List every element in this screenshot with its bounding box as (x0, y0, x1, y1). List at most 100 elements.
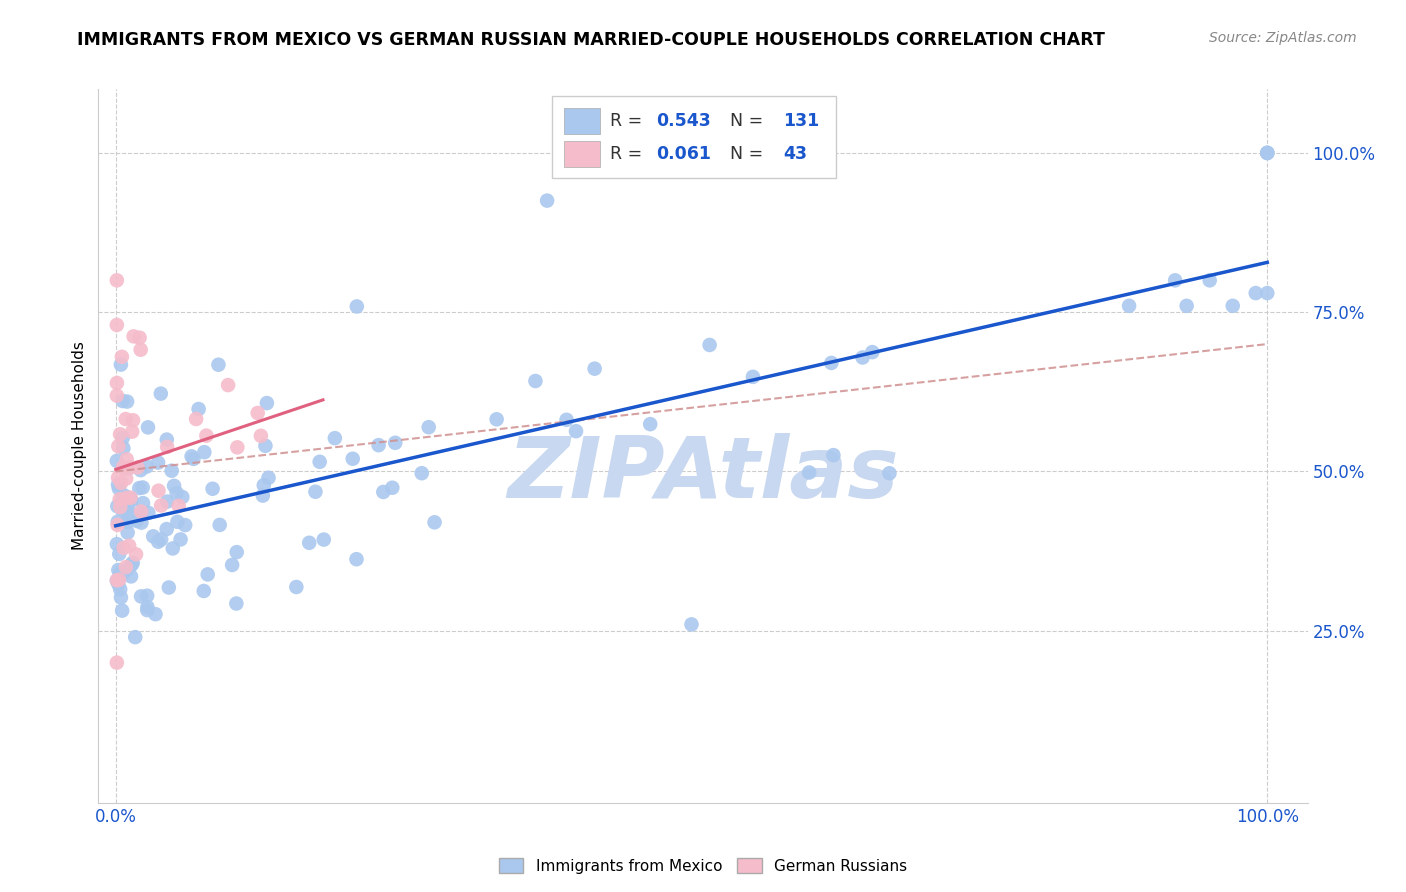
Point (225, 545, 247, 559)
Point (860, 345, 883, 359)
Point (111, 431, 134, 445)
Point (169, 533, 191, 547)
Point (252, 489, 274, 503)
Point (1244, 286, 1267, 301)
Point (346, 552, 368, 566)
Point (138, 506, 160, 520)
Point (115, 452, 138, 467)
Point (117, 461, 139, 475)
Point (217, 378, 239, 392)
Text: R =: R = (610, 145, 648, 163)
Point (135, 459, 157, 474)
Point (107, 563, 129, 577)
Point (122, 413, 145, 427)
Point (208, 517, 231, 532)
Point (115, 394, 138, 409)
Point (125, 508, 148, 522)
Point (125, 547, 148, 561)
Point (555, 413, 578, 427)
Point (201, 482, 224, 496)
Point (565, 424, 588, 438)
Point (160, 464, 183, 478)
Point (129, 504, 152, 518)
Point (163, 479, 186, 493)
Point (381, 481, 404, 495)
Point (156, 522, 179, 536)
Point (107, 517, 129, 532)
Point (298, 536, 321, 550)
Point (105, 574, 128, 588)
Point (105, 656, 128, 670)
Point (108, 427, 131, 442)
Point (150, 499, 173, 513)
Point (253, 478, 276, 492)
Point (148, 534, 170, 549)
Point (120, 491, 142, 505)
Point (112, 488, 135, 502)
Point (105, 376, 128, 390)
Point (156, 440, 179, 454)
Point (115, 499, 138, 513)
Text: N =: N = (718, 145, 769, 163)
Point (125, 514, 148, 528)
Point (110, 475, 132, 490)
Point (221, 558, 243, 572)
Point (110, 358, 132, 372)
Point (136, 589, 159, 603)
Point (166, 515, 188, 529)
Point (128, 481, 150, 495)
Point (131, 516, 153, 530)
Point (193, 445, 215, 459)
Point (823, 448, 845, 462)
Point (136, 600, 159, 615)
Point (225, 597, 247, 611)
Point (117, 515, 139, 529)
Point (108, 492, 131, 507)
Point (115, 564, 138, 578)
Point (121, 425, 143, 439)
Point (118, 539, 141, 553)
Point (118, 460, 141, 475)
Point (162, 541, 184, 556)
Point (342, 451, 364, 466)
Point (107, 439, 129, 453)
Point (681, 617, 703, 632)
Point (207, 358, 229, 372)
Point (107, 477, 129, 491)
Point (107, 577, 129, 591)
Point (112, 442, 135, 456)
Text: R =: R = (610, 112, 648, 130)
Point (193, 584, 215, 599)
FancyBboxPatch shape (551, 96, 837, 178)
Point (115, 491, 138, 505)
Point (411, 466, 433, 480)
Point (197, 567, 219, 582)
Point (111, 394, 134, 409)
Point (485, 412, 508, 426)
Point (799, 466, 821, 480)
Text: N =: N = (718, 112, 769, 130)
Point (166, 486, 188, 500)
Point (256, 396, 278, 410)
Point (1256, 145, 1278, 160)
Point (110, 498, 132, 512)
Point (105, 574, 128, 588)
Point (124, 630, 146, 644)
Point (156, 433, 179, 447)
Point (111, 604, 134, 618)
Point (108, 573, 131, 587)
Point (1164, 273, 1187, 287)
Point (120, 493, 142, 508)
Point (285, 580, 308, 594)
Point (105, 537, 128, 551)
Point (638, 417, 661, 431)
Point (136, 603, 159, 617)
Point (117, 497, 139, 511)
Text: 0.061: 0.061 (655, 145, 711, 163)
Point (583, 361, 606, 376)
Point (120, 569, 142, 583)
Point (312, 533, 335, 547)
Point (118, 491, 141, 505)
Point (112, 495, 135, 509)
Point (1175, 299, 1198, 313)
